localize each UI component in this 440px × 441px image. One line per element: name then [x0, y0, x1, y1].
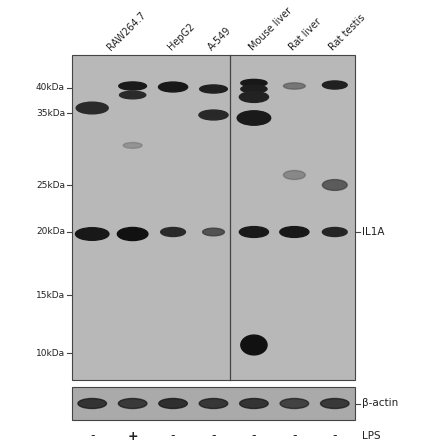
Ellipse shape	[323, 228, 347, 236]
Text: 25kDa: 25kDa	[36, 180, 65, 190]
Ellipse shape	[158, 82, 187, 92]
Ellipse shape	[239, 92, 268, 102]
Text: 10kDa: 10kDa	[36, 348, 65, 358]
Text: +: +	[127, 430, 138, 441]
Ellipse shape	[120, 91, 146, 99]
Ellipse shape	[241, 79, 267, 86]
Text: A-549: A-549	[206, 25, 234, 52]
Ellipse shape	[76, 228, 109, 240]
Text: Rat testis: Rat testis	[328, 12, 367, 52]
Ellipse shape	[242, 229, 266, 237]
Ellipse shape	[283, 171, 305, 179]
Text: 15kDa: 15kDa	[36, 291, 65, 299]
Ellipse shape	[199, 399, 228, 408]
Text: HepG2: HepG2	[166, 21, 197, 52]
Text: -: -	[171, 430, 175, 441]
Text: -: -	[211, 430, 216, 441]
Text: LPS: LPS	[362, 431, 381, 441]
Ellipse shape	[199, 110, 228, 120]
Ellipse shape	[283, 83, 305, 89]
Ellipse shape	[161, 228, 185, 236]
Text: 20kDa: 20kDa	[36, 228, 65, 236]
Text: -: -	[333, 430, 337, 441]
Ellipse shape	[323, 81, 347, 89]
Ellipse shape	[200, 85, 227, 93]
Ellipse shape	[240, 399, 268, 408]
Ellipse shape	[159, 399, 187, 408]
Text: 35kDa: 35kDa	[36, 108, 65, 117]
Ellipse shape	[117, 228, 148, 240]
Ellipse shape	[119, 82, 147, 90]
Text: -: -	[90, 430, 95, 441]
Ellipse shape	[280, 399, 308, 408]
Ellipse shape	[320, 399, 349, 408]
Bar	[72, 387, 355, 420]
Text: Rat liver: Rat liver	[287, 16, 323, 52]
Text: β-actin: β-actin	[362, 399, 398, 408]
Ellipse shape	[202, 228, 224, 236]
Ellipse shape	[237, 111, 271, 125]
Text: -: -	[292, 430, 297, 441]
Text: Mouse liver: Mouse liver	[247, 5, 293, 52]
Ellipse shape	[241, 335, 267, 355]
Ellipse shape	[323, 179, 347, 191]
Text: -: -	[252, 430, 256, 441]
Text: 40kDa: 40kDa	[36, 83, 65, 93]
Bar	[72, 55, 355, 380]
Ellipse shape	[78, 399, 106, 408]
Text: IL1A: IL1A	[362, 227, 385, 237]
Ellipse shape	[118, 399, 147, 408]
Ellipse shape	[123, 142, 142, 148]
Ellipse shape	[241, 85, 267, 93]
Ellipse shape	[239, 227, 268, 237]
Ellipse shape	[76, 102, 108, 114]
Text: RAW264.7: RAW264.7	[105, 10, 148, 52]
Ellipse shape	[280, 227, 309, 237]
